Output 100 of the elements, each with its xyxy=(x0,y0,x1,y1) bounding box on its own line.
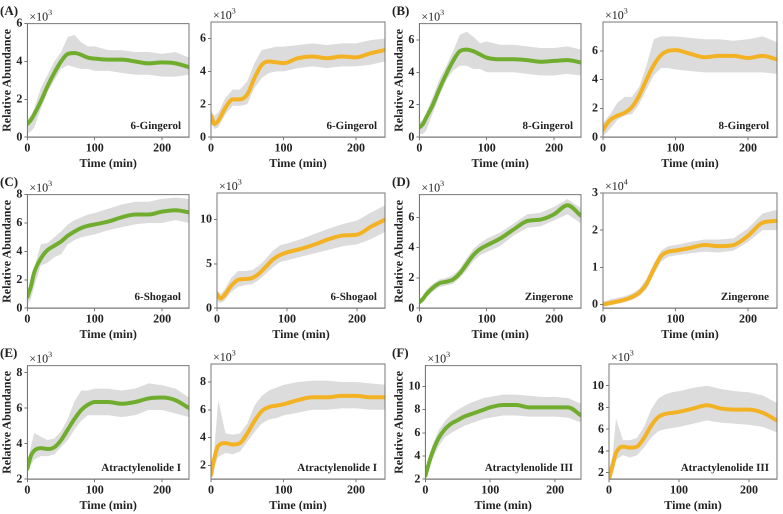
y-tick-label: 6 xyxy=(16,400,22,414)
annotation: 6-Gingerol xyxy=(130,120,181,132)
y-tick-label: 8 xyxy=(598,400,604,414)
y-tick-label: 8 xyxy=(200,374,206,388)
y-tick-label: 6 xyxy=(414,424,420,439)
y-tick-label: 4 xyxy=(200,430,206,444)
x-tick-label: 100 xyxy=(278,311,296,326)
annotation: Atractylenolide I xyxy=(297,462,377,474)
y-tick-label: 0 xyxy=(16,129,22,144)
x-tick-label: 100 xyxy=(666,311,684,326)
y-tick-label: 8 xyxy=(16,364,22,379)
x-tick-label: 200 xyxy=(545,311,564,326)
y-tick-label: 1 xyxy=(592,259,598,274)
y-axis-title: Relative Abundance xyxy=(391,199,406,303)
x-axis-title: Time (min) xyxy=(474,498,532,512)
y-axis-title: Relative Abundance xyxy=(0,370,14,474)
y-tick-label: 2 xyxy=(408,270,414,284)
x-tick-label: 200 xyxy=(153,311,172,326)
x-tick-label: 200 xyxy=(348,311,366,326)
y-tick-label: 2 xyxy=(598,464,604,479)
y-tick-label: 4 xyxy=(414,448,420,462)
y-tick-label: 2 xyxy=(16,272,22,286)
x-tick-label: 100 xyxy=(478,311,496,326)
y-tick-label: 4 xyxy=(598,443,604,458)
x-tick-label: 100 xyxy=(274,140,292,154)
y-tick-label: 8 xyxy=(414,402,420,416)
y-tick-label: 3 xyxy=(592,185,598,200)
x-tick-label: 200 xyxy=(153,140,172,154)
y-tick-label: 4 xyxy=(408,64,414,78)
y-tick-label: 0 xyxy=(16,300,22,314)
y-tick-label: 0 xyxy=(592,296,598,311)
annotation: 8-Gingerol xyxy=(718,120,769,132)
y-tick-label: 5 xyxy=(206,256,212,270)
y-tick-label: 6 xyxy=(200,30,206,45)
x-axis-title: Time (min) xyxy=(664,498,722,512)
y-tick-label: 4 xyxy=(16,243,22,258)
line-series xyxy=(603,48,777,132)
annotation: Atractylenolide III xyxy=(484,462,573,474)
x-axis-title: Time (min) xyxy=(272,326,330,341)
y-axis-title: Relative Abundance xyxy=(391,28,406,132)
y-tick-label: 8 xyxy=(16,186,22,201)
y-tick-label: 6 xyxy=(598,421,604,436)
x-tick-label: 100 xyxy=(670,482,688,496)
annotation: 6-Shogaol xyxy=(330,291,377,304)
y-tick-label: 6 xyxy=(16,16,22,30)
line-series xyxy=(217,218,385,300)
x-tick-label: 200 xyxy=(546,482,564,496)
y-tick-label: 2 xyxy=(414,471,420,486)
x-tick-label: 100 xyxy=(86,311,104,326)
y-tick-label: 2 xyxy=(200,96,206,110)
y-tick-label: 4 xyxy=(408,240,414,254)
y-tick-label: 6 xyxy=(592,42,598,57)
y-tick-label: 6 xyxy=(200,402,206,416)
y-tick-label: 10 xyxy=(200,212,212,226)
annotation: Atractylenolide I xyxy=(101,462,181,474)
line-series xyxy=(609,403,777,480)
y-tick-label: 0 xyxy=(592,129,598,144)
x-axis-title: Time (min) xyxy=(269,156,327,170)
x-tick-label: 200 xyxy=(739,140,757,154)
annotation: 6-Shogaol xyxy=(134,291,181,304)
y-tick-label: 2 xyxy=(408,96,414,111)
y-tick-label: 6 xyxy=(408,32,414,46)
y-tick-label: 2 xyxy=(592,222,598,236)
y-tick-label: 2 xyxy=(592,100,598,114)
x-axis-title: Time (min) xyxy=(471,156,529,170)
x-axis-title: Time (min) xyxy=(79,326,137,341)
y-tick-label: 0 xyxy=(206,300,212,314)
chart-title: (B) xyxy=(392,3,410,18)
y-tick-label: 4 xyxy=(592,72,598,86)
x-axis-title: Time (min) xyxy=(471,326,529,341)
x-axis-title: Time (min) xyxy=(661,326,719,341)
y-axis-title: Relative Abundance xyxy=(0,199,14,303)
x-tick-label: 100 xyxy=(274,482,292,496)
y-tick-label: 4 xyxy=(200,63,206,78)
y-axis-title: Relative Abundance xyxy=(0,28,14,132)
y-tick-label: 2 xyxy=(200,457,206,472)
y-tick-label: 10 xyxy=(592,378,604,392)
y-tick-label: 2 xyxy=(16,91,22,106)
y-tick-label: 0 xyxy=(408,300,414,314)
y-tick-label: 10 xyxy=(408,378,420,393)
x-tick-label: 100 xyxy=(86,482,104,496)
annotation: 8-Gingerol xyxy=(522,120,573,132)
x-tick-label: 100 xyxy=(481,482,500,496)
y-tick-label: 4 xyxy=(16,54,22,68)
x-tick-label: 200 xyxy=(347,482,365,496)
y-tick-label: 4 xyxy=(16,436,22,450)
chart-title: (A) xyxy=(0,3,18,18)
annotation: Atractylenolide III xyxy=(680,462,769,474)
y-tick-label: 0 xyxy=(408,129,414,144)
line-series xyxy=(419,48,581,130)
x-tick-label: 200 xyxy=(347,140,365,154)
x-axis-title: Time (min) xyxy=(661,156,719,170)
y-tick-label: 6 xyxy=(16,215,22,230)
x-tick-label: 200 xyxy=(740,482,758,496)
x-tick-label: 200 xyxy=(545,140,564,154)
annotation: Zingerone xyxy=(524,291,574,304)
x-tick-label: 100 xyxy=(478,140,496,154)
y-tick-label: 0 xyxy=(200,129,206,144)
x-axis-title: Time (min) xyxy=(79,498,137,512)
x-tick-label: 100 xyxy=(666,140,684,154)
